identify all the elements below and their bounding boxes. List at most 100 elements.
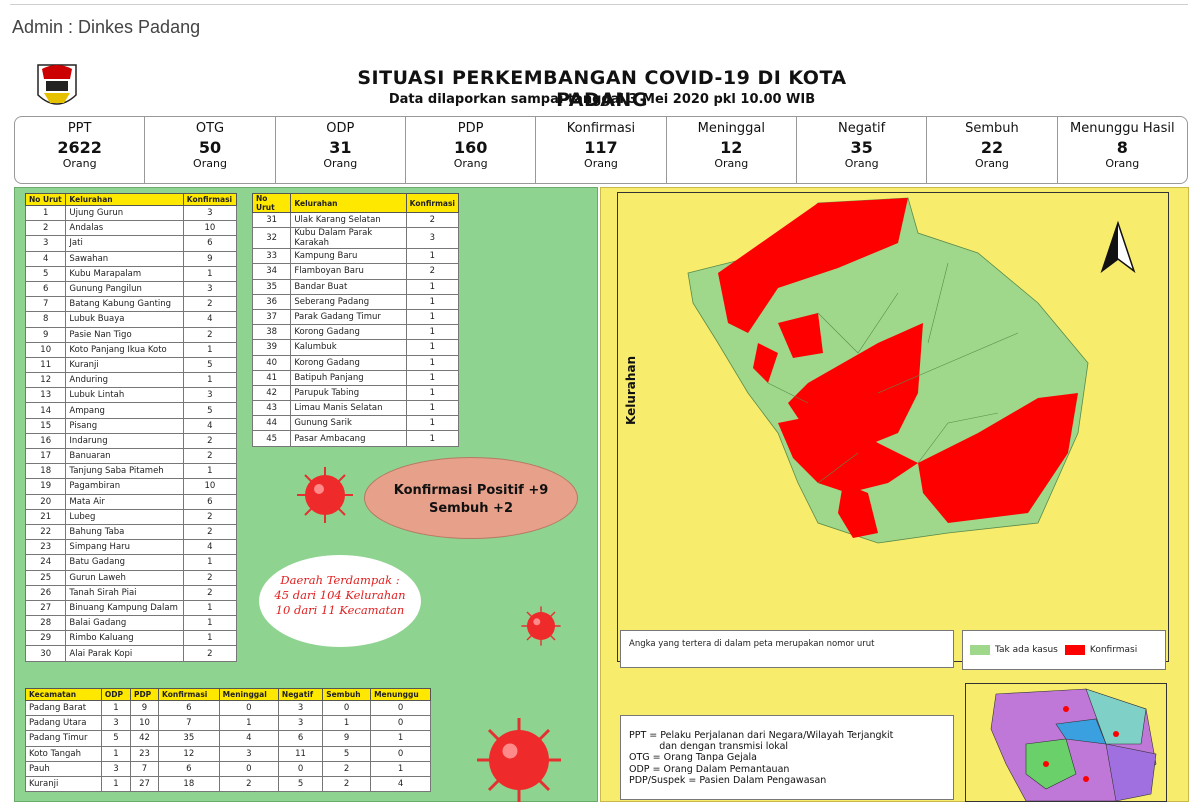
table-cell: 3 <box>182 387 238 404</box>
table-cell: 6 <box>182 235 238 252</box>
table-cell: 2 <box>182 447 238 465</box>
table-row: 39 Kalumbuk 1 <box>251 339 460 356</box>
table-cell: 3 <box>182 280 238 298</box>
table-header-row: Kecamatan ODP PDP Konfirmasi Meninggal Negati… <box>25 688 431 701</box>
stat-value: 50 <box>198 138 222 157</box>
table-row: Koto Tangah 1 23 12 3 11 5 0 <box>25 745 431 762</box>
table-cell: Lubuk Lintah <box>65 387 184 404</box>
table-row: 3 Jati 6 <box>24 235 238 252</box>
table-cell: 1 <box>100 775 131 793</box>
table-cell: 2 <box>322 775 372 793</box>
stat-unit: Orang <box>975 157 1009 170</box>
stat-unit: Orang <box>584 157 618 170</box>
affected-kelurahan: 45 dari 104 Kelurahan <box>274 588 406 602</box>
stat-value: 12 <box>720 138 743 157</box>
table-cell: Seberang Padang <box>290 293 407 310</box>
table-cell: 1 <box>405 293 460 310</box>
table-cell: 35 <box>158 730 220 747</box>
table-row: 27 Binuang Kampung Dalam 1 <box>24 599 238 617</box>
table-cell: 14 <box>24 402 67 419</box>
table-cell: 4 <box>182 539 238 556</box>
table-cell: 1 <box>182 554 238 571</box>
table-cell: 2 <box>182 296 238 313</box>
table-cell: 4 <box>182 417 238 434</box>
table-row: 43 Limau Manis Selatan 1 <box>251 400 460 417</box>
table-cell: 10 <box>182 478 238 495</box>
kecamatan-table: Kecamatan ODP PDP Konfirmasi Meninggal Negati… <box>25 688 431 793</box>
table-cell: 0 <box>370 745 431 762</box>
table-cell: 5 <box>24 265 67 282</box>
table-cell: 2 <box>182 569 238 586</box>
table-cell: 3 <box>24 235 67 252</box>
table-cell: Balai Gadang <box>65 615 184 632</box>
table-row: 25 Gurun Laweh 2 <box>24 569 238 586</box>
table-row: 22 Bahung Taba 2 <box>24 523 238 541</box>
table-row: 9 Pasie Nan Tigo 2 <box>24 326 238 343</box>
table-cell: 5 <box>322 745 372 762</box>
column-header: ODP <box>100 688 131 701</box>
table-cell: Parak Gadang Timur <box>290 308 407 326</box>
stat-unit: Orang <box>323 157 358 170</box>
kecamatan-inset-map <box>965 683 1167 802</box>
table-row: 20 Mata Air 6 <box>24 493 238 510</box>
table-cell: 4 <box>370 775 431 793</box>
map-legend: Tak ada kasus Konfirmasi <box>962 630 1166 670</box>
table-row: 5 Kubu Marapalam 1 <box>24 265 238 282</box>
table-cell: Binuang Kampung Dalam <box>65 599 184 617</box>
top-divider <box>10 4 1188 5</box>
poster-title: SITUASI PERKEMBANGAN COVID-19 DI KOTA PA… <box>357 67 847 111</box>
table-cell: Ulak Karang Selatan <box>290 211 407 229</box>
table-cell: 44 <box>251 415 292 432</box>
table-cell: 0 <box>277 760 324 777</box>
map-note: Angka yang tertera di dalam peta merupak… <box>620 630 954 668</box>
table-cell: Gunung Pangilun <box>65 280 184 298</box>
table-cell: Anduring <box>65 372 184 389</box>
table-cell: 4 <box>218 730 279 747</box>
table-cell: 45 <box>251 430 292 447</box>
table-cell: Koto Panjang Ikua Koto <box>65 341 184 358</box>
table-cell: 5 <box>182 356 238 374</box>
table-cell: Pauh <box>25 760 102 777</box>
table-row: 15 Pisang 4 <box>24 417 238 434</box>
table-cell: 1 <box>405 430 460 447</box>
table-cell: 9 <box>129 699 160 717</box>
table-cell: 5 <box>182 402 238 419</box>
table-cell: 6 <box>277 730 324 747</box>
table-cell: Kubu Dalam Parak Karakah <box>290 227 407 250</box>
table-cell: Pasar Ambacang <box>290 430 407 447</box>
table-cell: 0 <box>322 699 372 717</box>
definitions-box: PPT = Pelaku Perjalanan dari Negara/Wila… <box>620 715 954 800</box>
table-cell: 13 <box>24 387 67 404</box>
table-row: 26 Tanah Sirah Piai 2 <box>24 584 238 601</box>
table-row: 38 Korong Gadang 1 <box>251 324 460 341</box>
stat-unit: Orang <box>62 157 97 170</box>
table-row: 35 Bandar Buat 1 <box>251 278 460 295</box>
table-cell: 27 <box>129 775 160 793</box>
table-cell: 5 <box>277 775 324 793</box>
stat-value: 35 <box>850 138 873 157</box>
table-cell: 1 <box>218 715 279 732</box>
table-cell: 7 <box>158 715 220 732</box>
table-cell: Banuaran <box>65 447 184 465</box>
poster-subtitle: Data dilaporkan sampai tanggal 3 Mei 202… <box>388 92 816 107</box>
table-cell: Batipuh Panjang <box>290 369 407 386</box>
stat-pdp: PDP 160 Orang <box>406 117 537 183</box>
column-header: Konfirmasi <box>405 193 460 213</box>
stat-unit: Orang <box>193 157 227 170</box>
kelurahan-map-shapes <box>687 197 1089 544</box>
table-cell: 43 <box>251 400 292 417</box>
table-cell: Padang Utara <box>25 715 102 732</box>
table-cell: 6 <box>24 280 67 298</box>
table-cell: 3 <box>277 699 324 717</box>
table-cell: 35 <box>251 278 292 295</box>
legend-swatch-none <box>970 645 990 655</box>
stats-bar: PPT 2622 Orang OTG 50 Orang ODP 31 Orang PDP 160 Or… <box>14 116 1188 184</box>
table-cell: Gunung Sarik <box>290 415 407 432</box>
stat-label: Menunggu Hasil <box>1070 121 1175 136</box>
stat-menunggu-hasil: Menunggu Hasil 8 Orang <box>1058 117 1187 183</box>
table-cell: 1 <box>405 308 460 326</box>
table-cell: Ujung Gurun <box>65 204 184 222</box>
stat-unit: Orang <box>1105 157 1140 170</box>
table-cell: 1 <box>405 339 460 356</box>
table-cell: 10 <box>182 220 238 237</box>
